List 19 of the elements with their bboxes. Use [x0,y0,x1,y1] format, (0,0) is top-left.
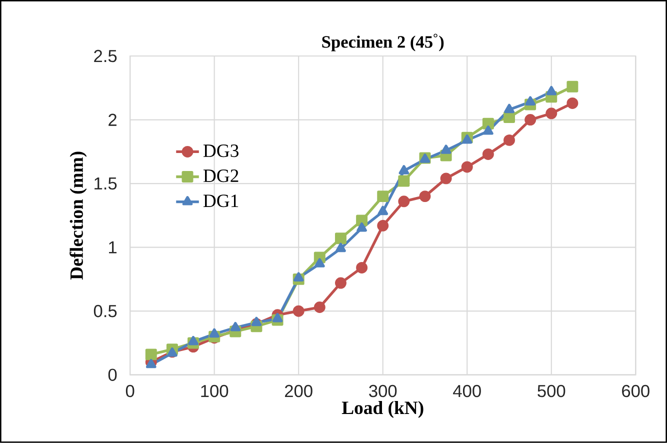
chart-title: Specimen 2 (45$^{°}$) [322,34,444,52]
x-axis-title: Load (kN) [342,401,424,418]
x-tick-label: 0 [126,384,134,398]
y-tick-label: 2.5 [94,50,117,62]
y-tick-label: 1 [109,241,117,254]
x-tick-label: 300 [369,384,397,398]
y-tick-label: 1.5 [94,178,117,190]
y-axis-title: Deflection (mm) [70,152,87,280]
x-tick-label: 600 [622,384,650,398]
y-tick-label: 2 [108,114,116,126]
x-tick-label: 400 [453,384,481,398]
legend-label: DG2 [203,170,238,182]
legend-label: DG1 [203,194,238,208]
y-tick-label: 0 [108,368,117,382]
y-tick-label: 0.5 [94,305,117,318]
x-tick-label: 500 [538,384,566,398]
legend-label: DG3 [203,144,238,158]
x-tick-label: 200 [285,384,312,398]
x-tick-label: 100 [201,384,228,398]
